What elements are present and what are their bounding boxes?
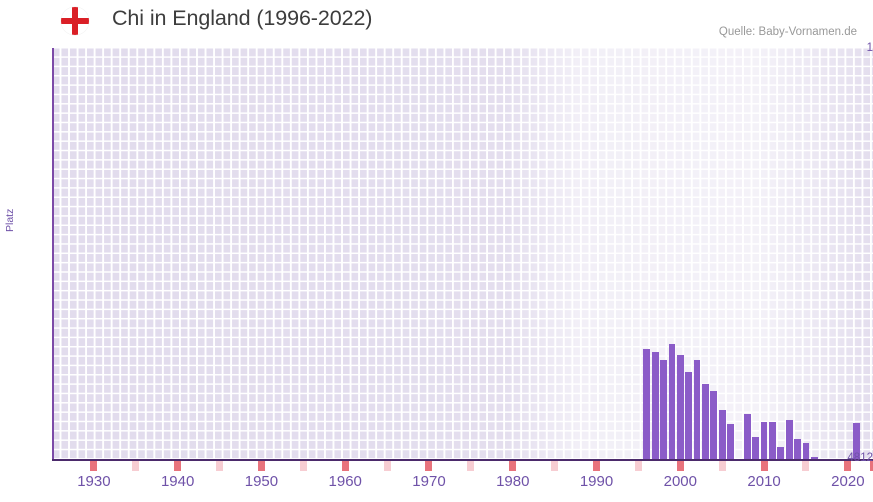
x-tick-label-2000: 2000 xyxy=(663,473,697,490)
y-axis-tick-top: 1 xyxy=(866,42,873,54)
bar-2013 xyxy=(785,420,793,459)
bar-2012 xyxy=(777,446,785,459)
x-tick-mark-2000 xyxy=(676,461,684,471)
x-tick-mark-1950 xyxy=(257,461,265,471)
x-tick-mark-1960 xyxy=(341,461,349,471)
x-tick-label-1940: 1940 xyxy=(160,473,195,490)
x-tick-mark-2020 xyxy=(844,461,852,471)
bar-2011 xyxy=(769,422,776,459)
x-tick-label-1990: 1990 xyxy=(579,473,614,490)
bar-2000 xyxy=(676,354,684,459)
x-tick-mark-1930 xyxy=(90,461,98,471)
bar-2016 xyxy=(811,457,818,459)
england-flag-icon xyxy=(61,7,89,35)
x-tick-mark-2005 xyxy=(718,461,726,471)
x-tick-label-1970: 1970 xyxy=(412,473,446,490)
x-tick-mark-1990 xyxy=(593,461,601,471)
bar-1996 xyxy=(643,349,651,459)
y-axis-tick-bottom: 4812 xyxy=(847,452,873,464)
bar-1998 xyxy=(660,359,667,459)
page-title: Chi in England (1996-2022) xyxy=(112,6,373,30)
source-attribution: Quelle: Baby-Vornamen.de xyxy=(718,26,857,38)
grid-fade-overlay xyxy=(52,48,873,459)
x-tick-mark-2010 xyxy=(760,461,768,471)
bar-2008 xyxy=(743,414,751,459)
x-tick-label-1960: 1960 xyxy=(328,473,362,490)
x-tick-mark-1945 xyxy=(216,461,224,471)
y-axis-line xyxy=(52,48,54,460)
flag-horizontal-bar xyxy=(61,18,89,24)
x-tick-mark-1965 xyxy=(383,461,391,471)
bar-1999 xyxy=(668,344,676,459)
bar-2004 xyxy=(710,391,718,459)
bar-2005 xyxy=(718,410,726,459)
x-tick-mark-2015 xyxy=(802,461,810,471)
x-tick-label-1980: 1980 xyxy=(496,473,530,490)
x-tick-mark-1980 xyxy=(509,461,517,471)
x-tick-mark-1985 xyxy=(551,461,559,471)
x-tick-mark-1970 xyxy=(425,461,433,471)
bar-series xyxy=(52,48,873,459)
bar-2010 xyxy=(760,422,768,459)
bar-2006 xyxy=(727,423,734,459)
bar-2001 xyxy=(685,371,693,459)
x-tick-mark-1995 xyxy=(634,461,642,471)
bar-2002 xyxy=(693,359,701,459)
x-tick-mark-1935 xyxy=(132,461,140,471)
bar-2003 xyxy=(702,383,709,459)
bar-2014 xyxy=(794,439,801,459)
x-tick-label-2010: 2010 xyxy=(747,473,781,490)
x-tick-label-1930: 1930 xyxy=(77,473,111,490)
plot-area xyxy=(52,48,873,459)
bar-2021 xyxy=(852,422,860,459)
x-tick-mark-1975 xyxy=(467,461,475,471)
bar-1997 xyxy=(651,352,659,459)
x-axis-line xyxy=(52,459,873,461)
x-tick-mark-2023 xyxy=(869,461,873,471)
chart-header: Chi in England (1996-2022) Quelle: Baby-… xyxy=(0,0,873,44)
x-tick-mark-1955 xyxy=(299,461,307,471)
bar-2009 xyxy=(752,437,760,459)
bar-2015 xyxy=(802,443,810,459)
x-tick-label-1950: 1950 xyxy=(244,473,279,490)
x-tick-label-2020: 2020 xyxy=(831,473,865,490)
x-tick-mark-1940 xyxy=(174,461,182,471)
